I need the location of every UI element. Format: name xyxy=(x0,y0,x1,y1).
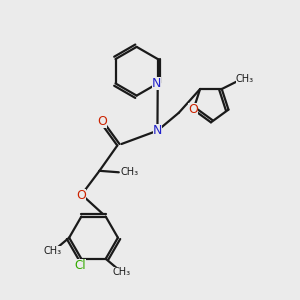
Text: CH₃: CH₃ xyxy=(113,267,131,277)
Text: O: O xyxy=(76,189,86,202)
Text: N: N xyxy=(153,124,162,137)
Text: O: O xyxy=(188,103,198,116)
Text: CH₃: CH₃ xyxy=(44,246,62,256)
Text: N: N xyxy=(152,77,161,90)
Text: CH₃: CH₃ xyxy=(120,167,138,177)
Text: CH₃: CH₃ xyxy=(236,74,254,84)
Text: Cl: Cl xyxy=(74,259,86,272)
Text: O: O xyxy=(98,115,107,128)
